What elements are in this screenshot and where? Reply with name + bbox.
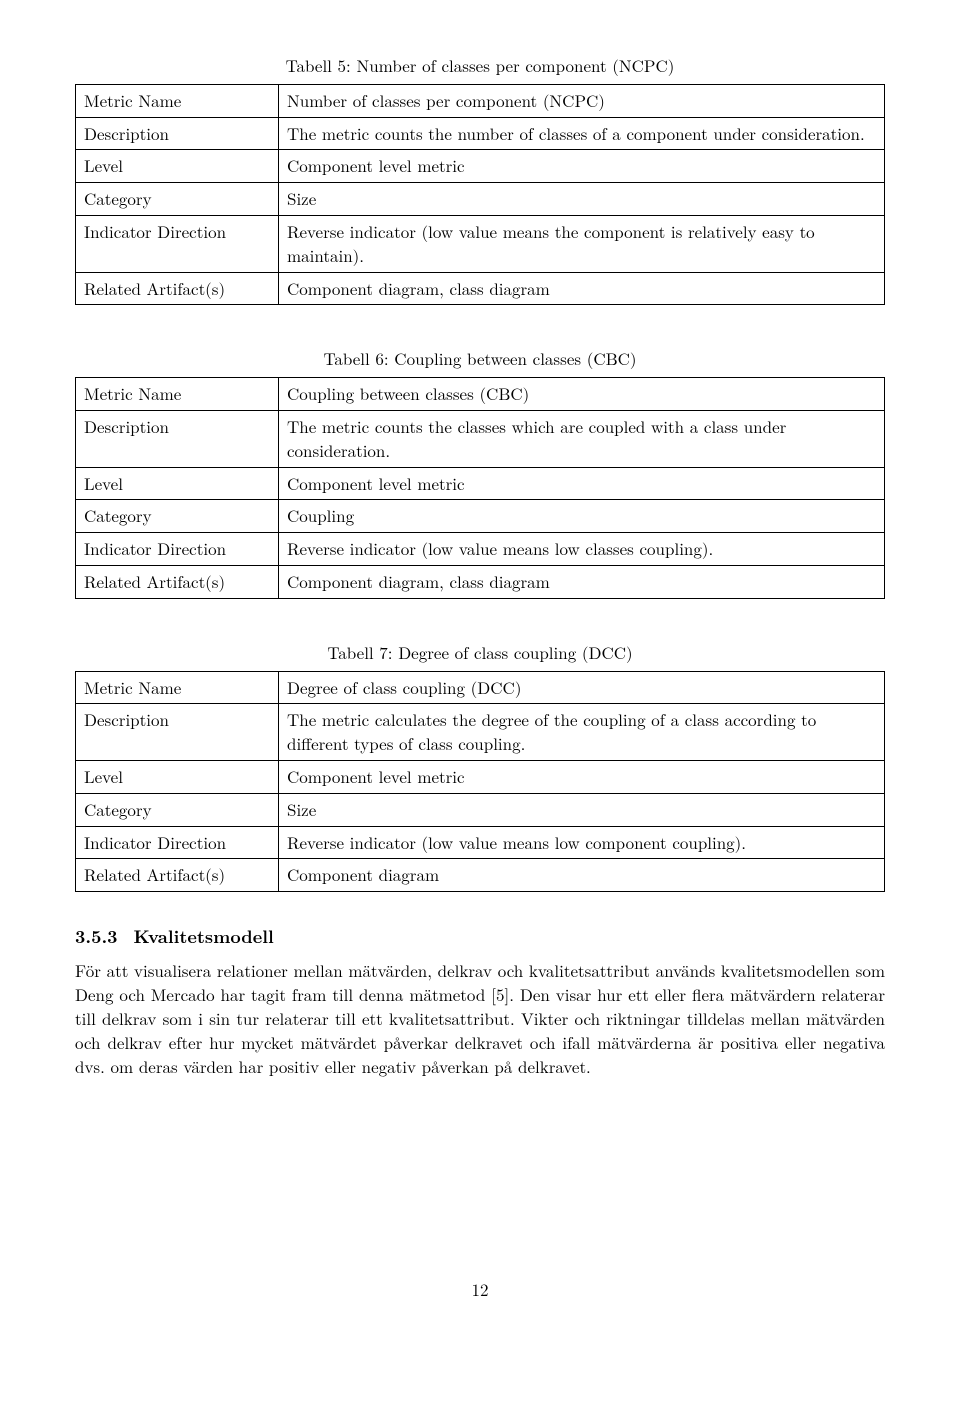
cell-label: Level xyxy=(76,467,279,500)
cell-value: Number of classes per component (NCPC) xyxy=(279,84,885,117)
section-number: 3.5.3 xyxy=(75,924,118,949)
cell-label: Description xyxy=(76,704,279,761)
cell-label: Metric Name xyxy=(76,378,279,411)
table-row: Indicator Direction Reverse indicator (l… xyxy=(76,826,885,859)
cell-label: Category xyxy=(76,793,279,826)
cell-label: Indicator Direction xyxy=(76,215,279,272)
cell-value: Size xyxy=(279,793,885,826)
table-row: Level Component level metric xyxy=(76,760,885,793)
table-row: Category Size xyxy=(76,183,885,216)
table-row: Description The metric calculates the de… xyxy=(76,704,885,761)
cell-label: Category xyxy=(76,183,279,216)
table-row: Related Artifact(s) Component diagram xyxy=(76,859,885,892)
cell-value: Component diagram, class diagram xyxy=(279,272,885,305)
table-row: Description The metric counts the classe… xyxy=(76,410,885,467)
table-row: Description The metric counts the number… xyxy=(76,117,885,150)
cell-value: Reverse indicator (low value means low c… xyxy=(279,826,885,859)
cell-value: Degree of class coupling (DCC) xyxy=(279,671,885,704)
cell-value: Component diagram, class diagram xyxy=(279,565,885,598)
table5: Metric Name Number of classes per compon… xyxy=(75,84,885,306)
table6: Metric Name Coupling between classes (CB… xyxy=(75,377,885,599)
cell-label: Metric Name xyxy=(76,671,279,704)
table6-caption: Tabell 6: Coupling between classes (CBC) xyxy=(75,347,885,371)
cell-label: Indicator Direction xyxy=(76,826,279,859)
cell-value: The metric counts the classes which are … xyxy=(279,410,885,467)
cell-value: Coupling xyxy=(279,500,885,533)
cell-label: Level xyxy=(76,760,279,793)
table5-caption: Tabell 5: Number of classes per componen… xyxy=(75,54,885,78)
table-row: Level Component level metric xyxy=(76,150,885,183)
cell-value: Component level metric xyxy=(279,467,885,500)
section-heading: 3.5.3 Kvalitetsmodell xyxy=(75,924,885,949)
cell-label: Indicator Direction xyxy=(76,533,279,566)
cell-label: Related Artifact(s) xyxy=(76,272,279,305)
table-row: Metric Name Coupling between classes (CB… xyxy=(76,378,885,411)
cell-label: Related Artifact(s) xyxy=(76,565,279,598)
cell-value: Reverse indicator (low value means the c… xyxy=(279,215,885,272)
table7: Metric Name Degree of class coupling (DC… xyxy=(75,671,885,893)
table-row: Indicator Direction Reverse indicator (l… xyxy=(76,215,885,272)
cell-label: Description xyxy=(76,410,279,467)
cell-value: Component level metric xyxy=(279,760,885,793)
cell-label: Metric Name xyxy=(76,84,279,117)
cell-label: Description xyxy=(76,117,279,150)
cell-value: Reverse indicator (low value means low c… xyxy=(279,533,885,566)
table-row: Category Coupling xyxy=(76,500,885,533)
cell-label: Related Artifact(s) xyxy=(76,859,279,892)
cell-value: Coupling between classes (CBC) xyxy=(279,378,885,411)
table-row: Related Artifact(s) Component diagram, c… xyxy=(76,565,885,598)
cell-label: Level xyxy=(76,150,279,183)
section-title: Kvalitetsmodell xyxy=(134,924,274,949)
table-row: Related Artifact(s) Component diagram, c… xyxy=(76,272,885,305)
table-row: Metric Name Number of classes per compon… xyxy=(76,84,885,117)
table-row: Indicator Direction Reverse indicator (l… xyxy=(76,533,885,566)
table-row: Category Size xyxy=(76,793,885,826)
cell-value: Size xyxy=(279,183,885,216)
section-body: För att visualisera relationer mellan mä… xyxy=(75,959,885,1078)
page-number: 12 xyxy=(75,1278,885,1302)
table-row: Metric Name Degree of class coupling (DC… xyxy=(76,671,885,704)
cell-value: Component diagram xyxy=(279,859,885,892)
cell-value: The metric counts the number of classes … xyxy=(279,117,885,150)
cell-value: Component level metric xyxy=(279,150,885,183)
cell-value: The metric calculates the degree of the … xyxy=(279,704,885,761)
table-row: Level Component level metric xyxy=(76,467,885,500)
cell-label: Category xyxy=(76,500,279,533)
table7-caption: Tabell 7: Degree of class coupling (DCC) xyxy=(75,641,885,665)
